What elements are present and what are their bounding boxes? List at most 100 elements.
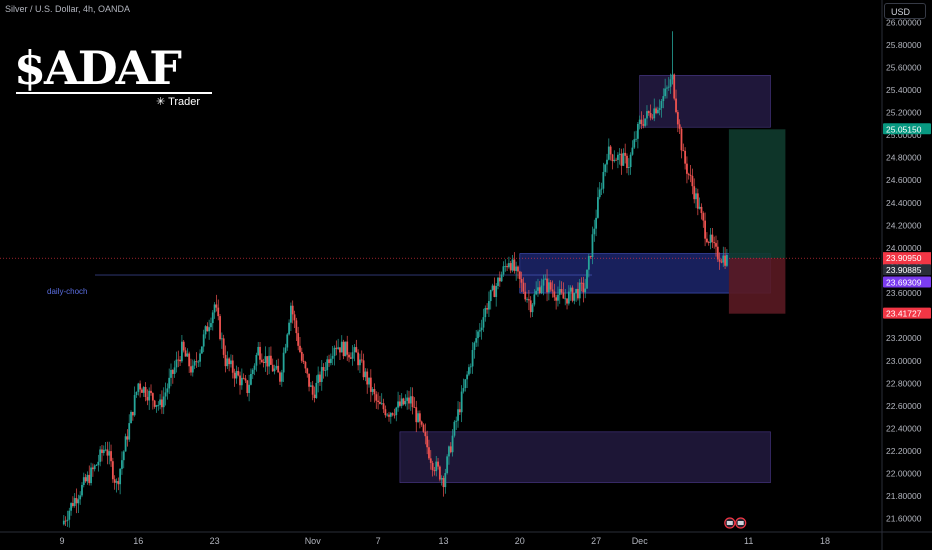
candle-body bbox=[266, 356, 269, 367]
candle-body bbox=[155, 405, 158, 407]
candle-body bbox=[191, 365, 194, 373]
candle-body bbox=[257, 346, 260, 355]
candle-body bbox=[110, 451, 112, 462]
candle-body bbox=[431, 462, 434, 471]
x-tick-label: 18 bbox=[820, 536, 830, 546]
candle-body bbox=[173, 367, 176, 374]
candle-body bbox=[517, 266, 519, 272]
candle-body bbox=[382, 403, 385, 410]
candle-body bbox=[597, 197, 599, 218]
candle-body bbox=[686, 163, 688, 174]
candle-body bbox=[262, 362, 265, 364]
candle-body bbox=[230, 360, 232, 365]
candle-body bbox=[720, 261, 723, 263]
candle-body bbox=[433, 470, 436, 472]
y-tick-label: 23.20000 bbox=[886, 333, 922, 343]
candle-body bbox=[468, 367, 470, 375]
candle-body bbox=[130, 411, 132, 424]
candle-body bbox=[95, 464, 98, 466]
candle-body bbox=[455, 420, 458, 422]
candle-body bbox=[306, 368, 309, 374]
candle-body bbox=[377, 400, 379, 402]
candle-body bbox=[462, 388, 465, 392]
candle-body bbox=[537, 287, 539, 291]
candle-body bbox=[402, 398, 405, 405]
y-tick-label: 25.20000 bbox=[886, 108, 922, 118]
candle-body bbox=[280, 372, 283, 382]
candle-body bbox=[716, 246, 719, 260]
candle-body bbox=[389, 413, 392, 417]
candle-body bbox=[268, 355, 270, 367]
candle-body bbox=[540, 285, 543, 294]
position-loss-zone bbox=[728, 258, 786, 314]
candle-body bbox=[380, 403, 383, 405]
candle-body bbox=[119, 468, 122, 485]
candle-body bbox=[386, 414, 389, 416]
candle-body bbox=[348, 354, 350, 358]
candle-body bbox=[457, 409, 459, 421]
candle-body bbox=[379, 401, 381, 404]
candle-body bbox=[111, 461, 114, 480]
candle-body bbox=[646, 111, 648, 119]
symbol-title[interactable]: Silver / U.S. Dollar, 4h, OANDA bbox=[5, 4, 131, 14]
x-tick-label: 27 bbox=[591, 536, 601, 546]
candle-body bbox=[228, 358, 231, 365]
candle-body bbox=[408, 397, 410, 404]
candle-body bbox=[255, 354, 258, 366]
candle-body bbox=[715, 243, 717, 247]
currency-button[interactable]: USD bbox=[884, 3, 926, 19]
candle-body bbox=[200, 346, 203, 354]
candle-body bbox=[62, 520, 65, 525]
candle-body bbox=[676, 112, 679, 125]
candle-body bbox=[522, 282, 525, 292]
candle-body bbox=[399, 401, 401, 406]
candle-body bbox=[168, 377, 171, 389]
candle-body bbox=[566, 298, 568, 304]
candle-body bbox=[199, 353, 201, 362]
candle-body bbox=[551, 289, 554, 292]
candle-body bbox=[337, 347, 340, 349]
candle-body bbox=[250, 373, 252, 385]
candle-body bbox=[664, 88, 667, 97]
candle-body bbox=[524, 291, 527, 300]
candle-body bbox=[77, 499, 80, 504]
candle-body bbox=[613, 159, 616, 162]
candle-body bbox=[411, 396, 414, 408]
candle-body bbox=[691, 175, 694, 187]
candle-body bbox=[328, 359, 330, 363]
stop-price-tag-text: 23.41727 bbox=[886, 309, 922, 319]
candle-body bbox=[638, 119, 641, 124]
candle-body bbox=[560, 289, 563, 293]
candle-body bbox=[135, 391, 138, 396]
candle-body bbox=[349, 357, 352, 359]
candle-body bbox=[529, 300, 532, 313]
x-tick-label: 20 bbox=[515, 536, 525, 546]
candle-body bbox=[208, 327, 211, 332]
candle-body bbox=[593, 228, 596, 235]
candle-body bbox=[360, 359, 363, 361]
candle-body bbox=[586, 269, 588, 289]
candle-body bbox=[371, 389, 374, 392]
target-price-tag-text: 25.05150 bbox=[886, 124, 922, 134]
logo-tagline: ✳ Trader bbox=[156, 96, 201, 108]
candle-body bbox=[506, 266, 508, 268]
candle-body bbox=[484, 308, 487, 318]
candle-body bbox=[647, 111, 650, 114]
candle-body bbox=[106, 449, 109, 456]
candle-body bbox=[695, 193, 697, 200]
candle-body bbox=[322, 367, 325, 371]
candle-body bbox=[553, 291, 556, 298]
candle-body bbox=[673, 74, 676, 99]
candle-body bbox=[264, 356, 267, 364]
candle-body bbox=[669, 79, 672, 87]
y-tick-label: 23.00000 bbox=[886, 356, 922, 366]
candle-body bbox=[300, 351, 303, 361]
y-tick-label: 22.60000 bbox=[886, 401, 922, 411]
candle-body bbox=[302, 360, 305, 362]
position-layer bbox=[728, 129, 786, 314]
candle-body bbox=[331, 355, 334, 359]
y-tick-label: 22.20000 bbox=[886, 446, 922, 456]
candle-body bbox=[270, 355, 272, 365]
